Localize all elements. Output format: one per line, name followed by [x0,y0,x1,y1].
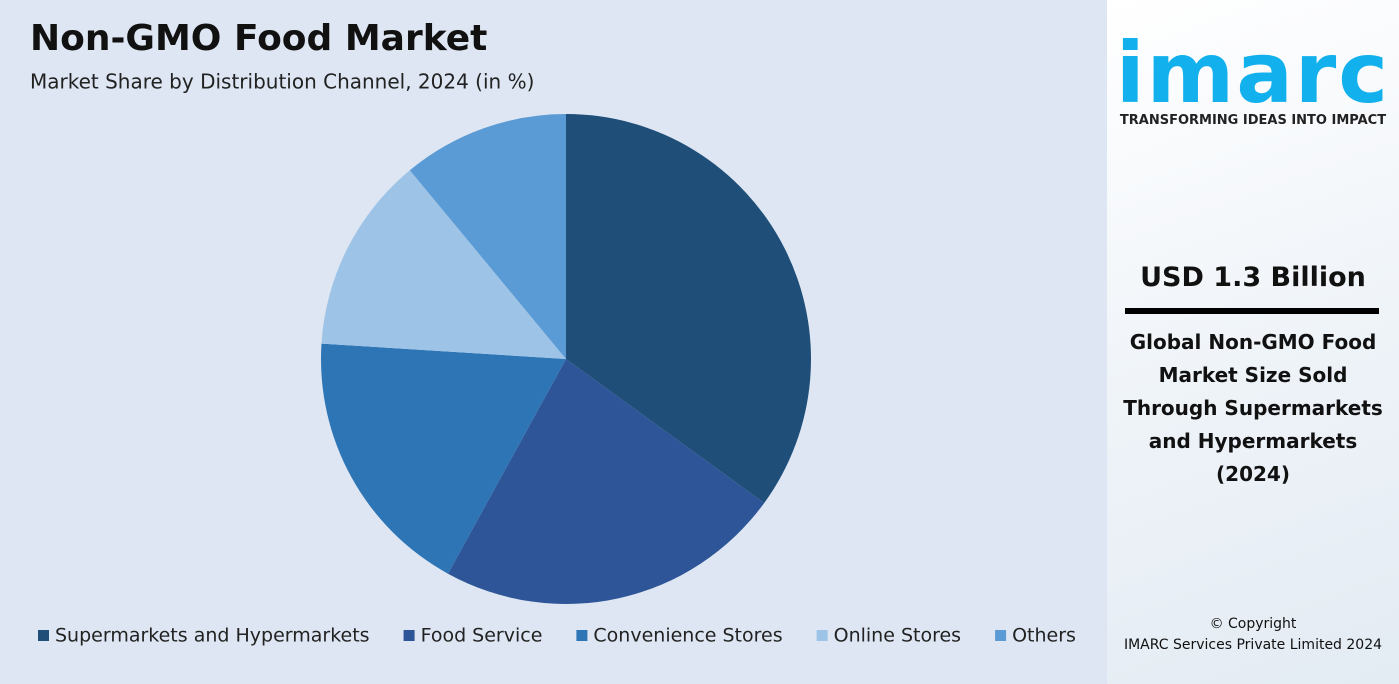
description: Global Non-GMO Food Market Size Sold Thr… [1123,330,1383,486]
legend-label: Supermarkets and Hypermarkets [55,625,370,647]
legend-label: Others [1012,625,1076,647]
pie-slice [566,114,811,504]
legend-label: Food Service [421,625,543,647]
legend-swatch [38,630,49,641]
legend-label: Convenience Stores [593,625,782,647]
headline: USD 1.3 Billion [1140,262,1366,293]
divider [1125,308,1379,314]
pie-slice [409,114,566,359]
chart-title: Non-GMO Food Market [30,18,487,59]
legend-label: Online Stores [834,625,961,647]
pie-slice [447,359,765,604]
copyright: © Copyright IMARC Services Private Limite… [1107,614,1399,656]
legend-swatch [995,630,1007,641]
legend-swatch [816,630,828,641]
logo: imarc [1115,24,1391,122]
company: IMARC Services Private Limited 2024 [1123,637,1383,653]
pie-slice [321,170,566,359]
copyright-line: © Copyright [1209,616,1297,632]
chart-subtitle: Market Share by Distribution Channel, 20… [30,70,534,94]
tagline: TRANSFORMING IDEAS INTO IMPACT [1119,113,1387,128]
legend-swatch [403,630,415,641]
legend-swatch [576,630,588,641]
pie-slice [321,343,566,574]
sidebar: imarc TRANSFORMING IDEAS INTO IMPACT USD… [1107,0,1399,684]
chart: Non-GMO Food Market Market Share by Dist… [0,0,1107,684]
